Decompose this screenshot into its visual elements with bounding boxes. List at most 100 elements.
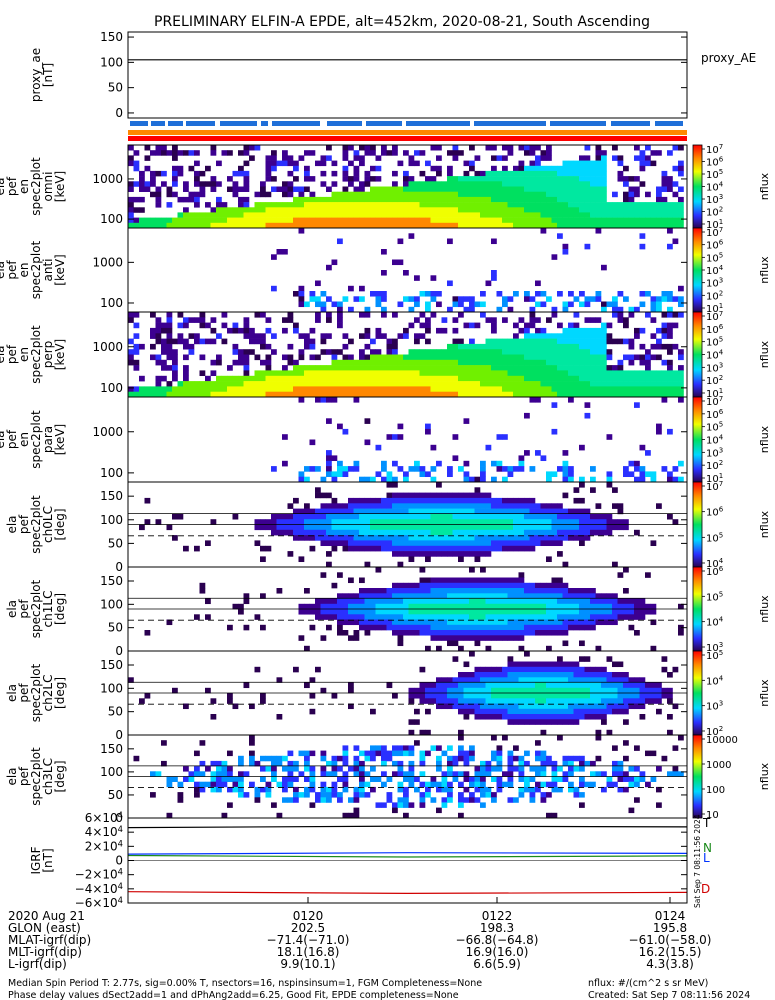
heatmap-cell: [353, 375, 360, 382]
heatmap-cell: [469, 781, 475, 788]
y-axis-label-line: en: [17, 347, 31, 362]
heatmap-cell: [579, 603, 585, 610]
heatmap-cell: [529, 217, 536, 224]
heatmap-cell: [667, 296, 673, 302]
x-tick-label: 16.9(16.0): [466, 945, 529, 959]
heatmap-cell: [529, 540, 536, 547]
heatmap-cell: [452, 338, 459, 345]
heatmap-cell: [452, 656, 459, 662]
colorbar-tick-label: 107: [706, 143, 723, 156]
heatmap-cell: [568, 703, 574, 710]
heatmap-cell: [150, 312, 156, 318]
heatmap-cell: [359, 375, 365, 382]
heatmap-cell: [502, 614, 508, 620]
heatmap-cell: [590, 609, 596, 615]
heatmap-cell: [480, 529, 486, 536]
heatmap-cell: [557, 666, 563, 673]
heatmap-cell: [491, 349, 497, 355]
heatmap-cell: [276, 519, 283, 525]
heatmap-cell: [573, 603, 580, 610]
heatmap-cell: [485, 766, 492, 772]
heatmap-cell: [304, 170, 310, 177]
heatmap-cell: [133, 207, 140, 213]
heatmap-cell: [414, 160, 420, 167]
heatmap-cell: [408, 771, 415, 777]
heatmap-cell: [535, 535, 541, 541]
heatmap-cell: [419, 540, 426, 547]
heatmap-cell: [397, 497, 404, 504]
heatmap-cell: [392, 181, 398, 187]
panels: 150100500proxy_ae[nT]proxy_AE1000100elap…: [0, 30, 771, 910]
heatmap-cell: [595, 217, 602, 224]
heatmap-cell: [491, 370, 497, 377]
heatmap-cell: [529, 614, 536, 620]
heatmap-cell: [419, 624, 426, 631]
heatmap-cell: [199, 317, 206, 323]
heatmap-cell: [480, 460, 486, 467]
heatmap-cell: [447, 797, 453, 803]
heatmap-cell: [441, 492, 448, 499]
heatmap-cell: [590, 386, 596, 393]
heatmap-cell: [667, 714, 673, 720]
heatmap-cell: [408, 776, 415, 782]
heatmap-cell: [595, 593, 602, 599]
heatmap-cell: [403, 381, 409, 387]
heatmap-cell: [414, 207, 420, 213]
heatmap-cell: [568, 524, 574, 531]
heatmap-cell: [397, 508, 404, 515]
heatmap-cell: [540, 693, 547, 699]
heatmap-cell: [513, 196, 519, 203]
heatmap-cell: [155, 222, 162, 229]
heatmap-cell: [628, 381, 635, 387]
heatmap-cell: [392, 207, 398, 213]
heatmap-cell: [661, 296, 668, 302]
heatmap-cell: [634, 703, 640, 710]
heatmap-cell: [557, 217, 563, 224]
heatmap-cell: [524, 186, 530, 192]
heatmap-cell: [353, 812, 360, 819]
heatmap-cell: [496, 593, 503, 599]
heatmap-cell: [430, 524, 437, 531]
heatmap-cell: [359, 217, 365, 224]
heatmap-cell: [634, 212, 640, 218]
heatmap-cell: [221, 381, 228, 387]
heatmap-cell: [502, 145, 508, 151]
heatmap-cell: [469, 207, 475, 213]
heatmap-cell: [661, 333, 668, 339]
heatmap-cell: [397, 423, 404, 430]
heatmap-cell: [590, 222, 596, 229]
heatmap-cell: [441, 750, 448, 757]
heatmap-cell: [469, 703, 475, 710]
heatmap-cell: [595, 370, 602, 377]
heatmap-cell: [293, 375, 299, 382]
heatmap-cell: [342, 365, 349, 371]
heatmap-cell: [403, 176, 409, 182]
heatmap-cell: [408, 508, 415, 515]
heatmap-cell: [386, 492, 393, 499]
heatmap-cell: [529, 359, 536, 366]
heatmap-cell: [353, 545, 360, 552]
heatmap-cell: [474, 593, 481, 599]
heatmap-cell: [403, 593, 409, 599]
heatmap-cell: [507, 296, 514, 302]
heatmap-cell: [634, 202, 640, 208]
heatmap-cell: [612, 619, 618, 626]
heatmap-cell: [353, 614, 360, 620]
heatmap-cell: [425, 354, 431, 361]
heatmap-cell: [144, 630, 151, 636]
heatmap-cell: [403, 771, 409, 777]
heatmap-cell: [502, 375, 508, 382]
heatmap-cell: [458, 771, 464, 777]
series-line-T: [127, 825, 688, 829]
heatmap-cell: [463, 682, 470, 689]
heatmap-cell: [535, 386, 541, 393]
heatmap-cell: [551, 370, 558, 377]
heatmap-cell: [293, 381, 299, 387]
heatmap-cell: [353, 466, 360, 472]
heatmap-cell: [282, 781, 288, 788]
heatmap-cell: [502, 687, 508, 694]
heatmap-cell: [485, 181, 492, 187]
heatmap-cell: [425, 497, 431, 504]
heatmap-cell: [375, 603, 382, 610]
heatmap-cell: [639, 386, 646, 393]
